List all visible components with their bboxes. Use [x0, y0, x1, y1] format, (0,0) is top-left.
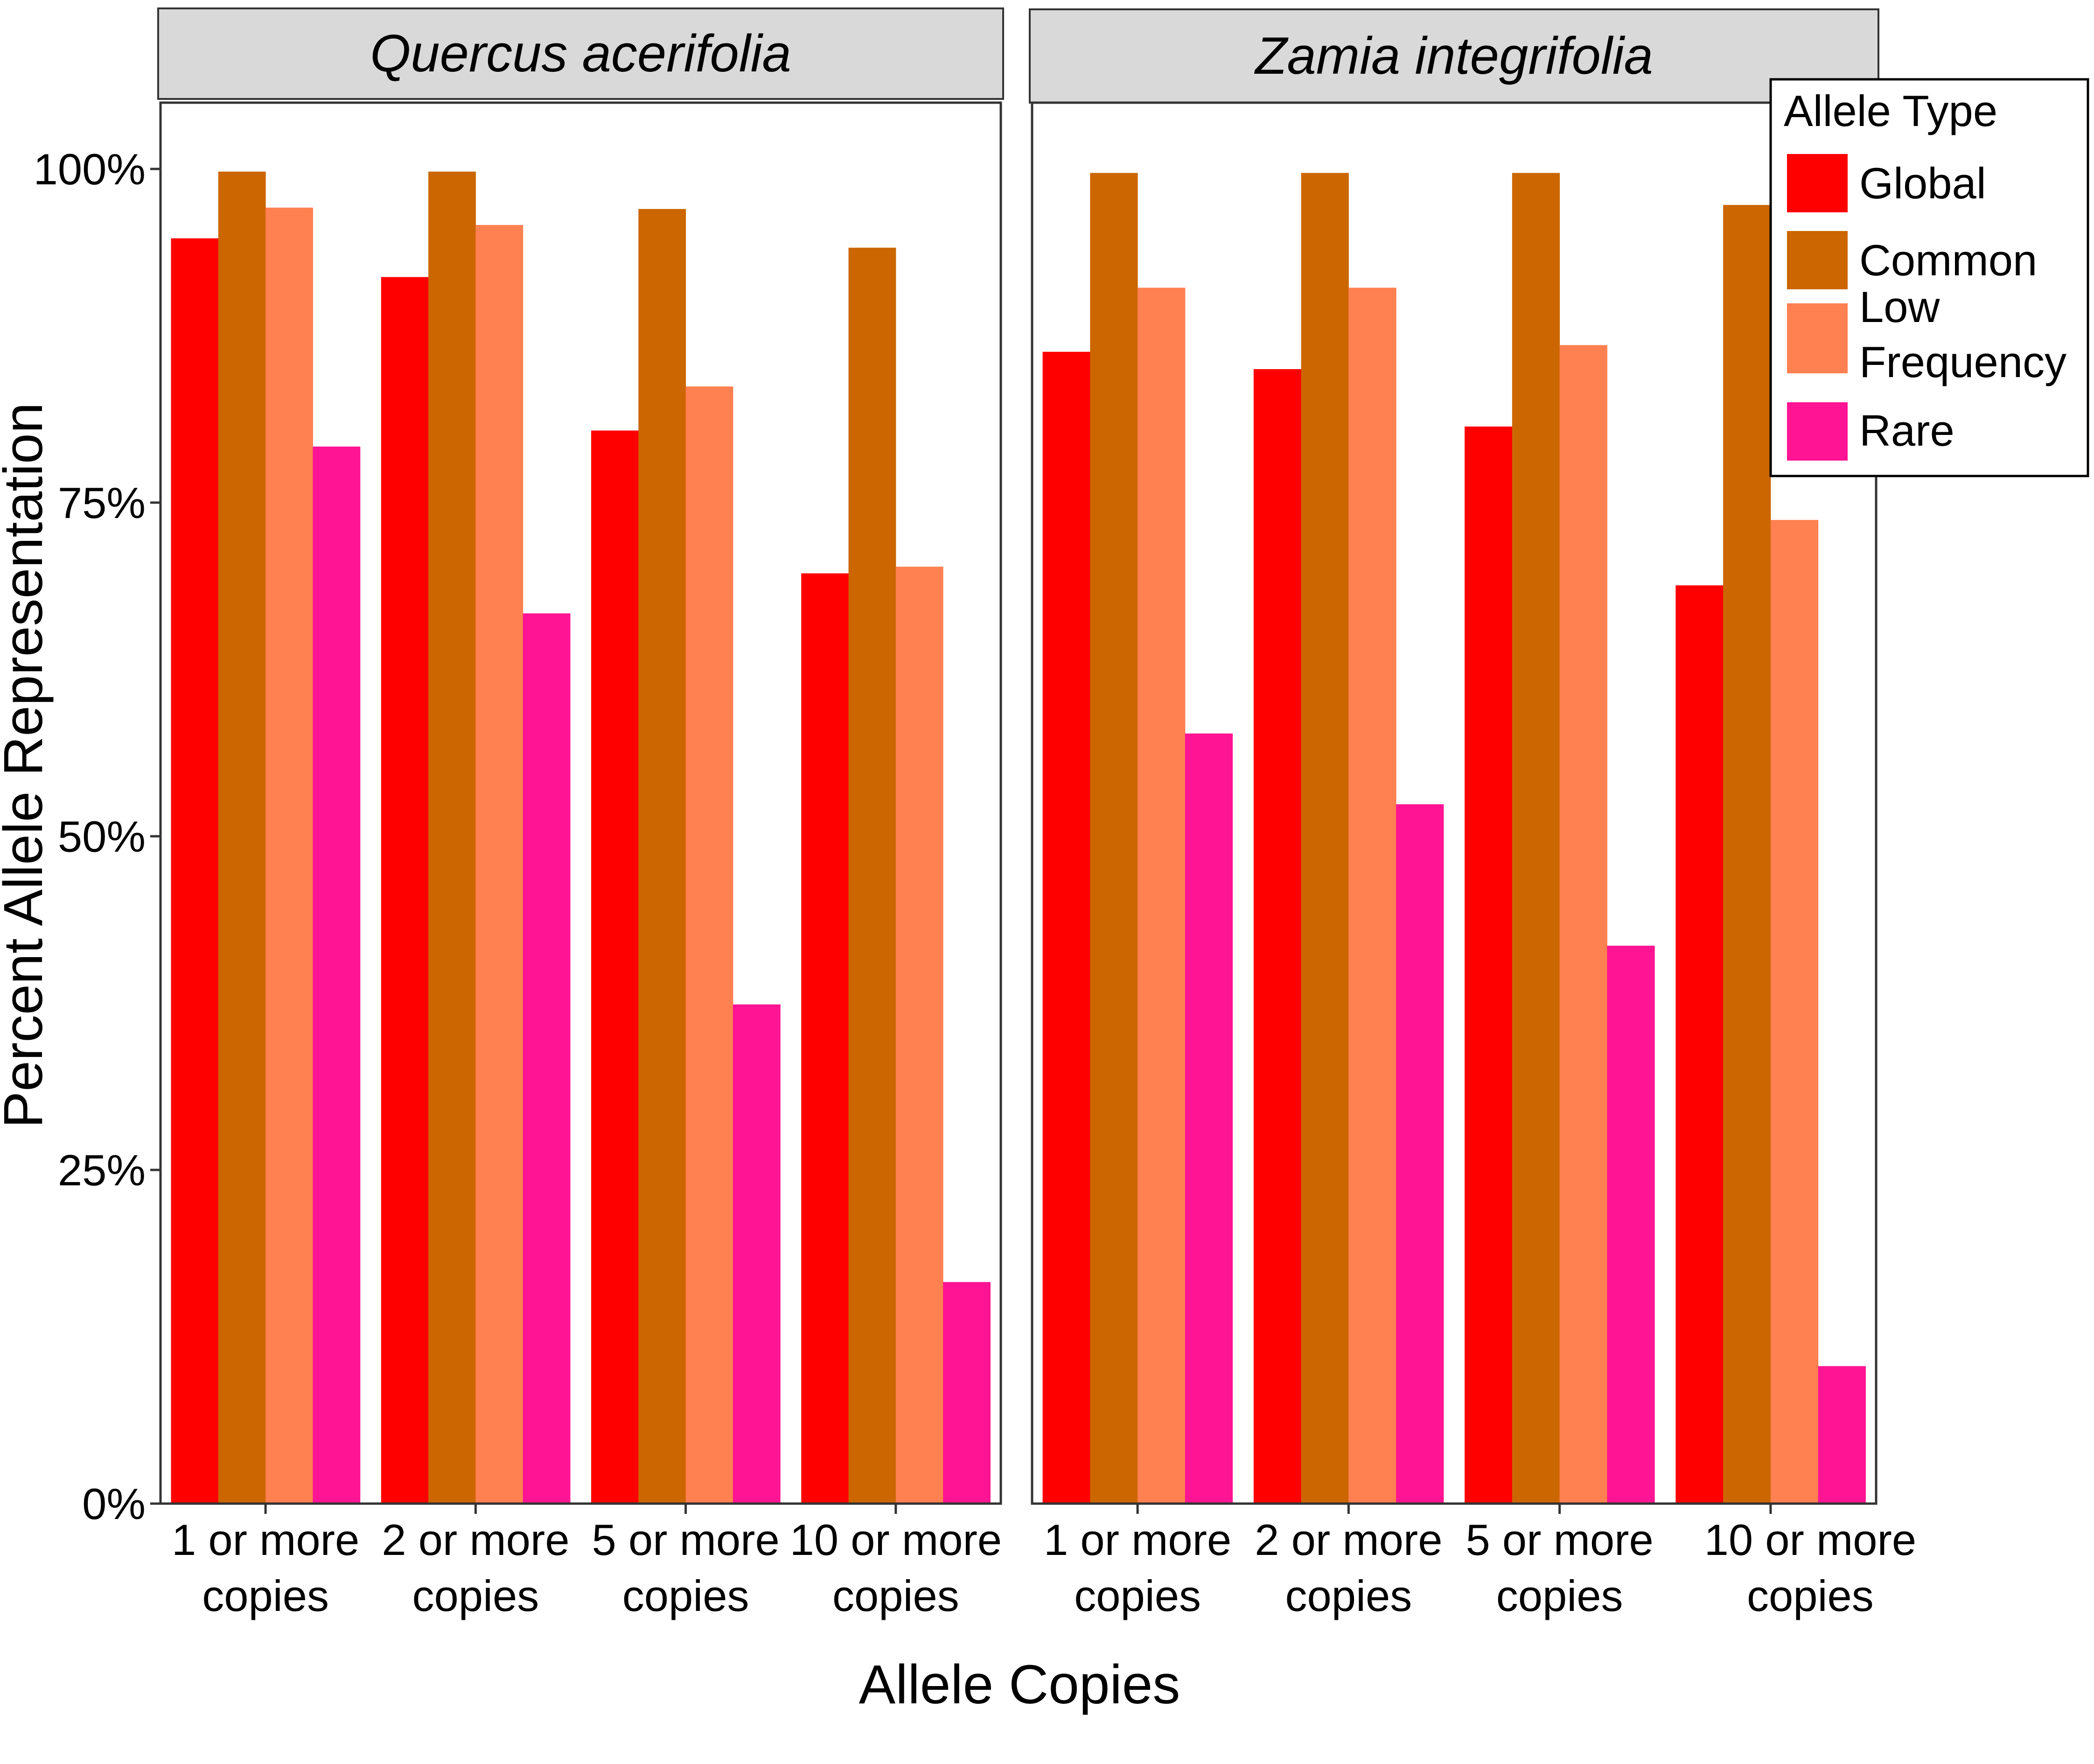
bar [171, 238, 219, 1504]
y-tick-label: 50% [58, 812, 146, 861]
bar [733, 1004, 781, 1504]
facet-title: Zamia integrifolia [1254, 27, 1653, 85]
facet-strip [1029, 8, 1879, 104]
legend-key [1787, 231, 1848, 289]
legend-label: Low Frequency [1859, 282, 2066, 386]
x-tick-label: 1 or more copies [172, 1515, 359, 1620]
bar [1042, 351, 1090, 1504]
bar [1607, 945, 1655, 1504]
bar [265, 207, 313, 1504]
bar [218, 171, 266, 1504]
legend-label: Common [1859, 236, 2037, 285]
bar [1090, 173, 1138, 1504]
y-tick-label: 100% [34, 145, 146, 194]
bar [381, 277, 429, 1504]
x-tick-label: 1 or more copies [1044, 1515, 1231, 1620]
bar [1465, 426, 1513, 1504]
legend-label: Global [1859, 159, 1986, 208]
legend-key [1787, 154, 1848, 212]
bar [1301, 173, 1349, 1504]
bar [1559, 345, 1607, 1504]
bar [1770, 520, 1819, 1504]
bar [475, 225, 524, 1504]
bar [1253, 369, 1302, 1504]
x-tick-label: 10 or more copies [790, 1515, 1002, 1620]
legend-key [1787, 303, 1848, 373]
bar [848, 247, 896, 1504]
bar [1723, 205, 1771, 1504]
x-tick-label: 2 or more copies [1255, 1515, 1442, 1620]
x-tick-label: 2 or more copies [382, 1515, 569, 1620]
legend-title: Allele Type [1784, 86, 1997, 135]
y-tick-label: 0% [82, 1479, 146, 1528]
legend-key [1787, 402, 1848, 461]
bar [1348, 287, 1396, 1504]
facet-title: Quercus acerifolia [370, 24, 791, 83]
bar [1818, 1366, 1866, 1504]
panel-border [1031, 101, 1878, 1505]
y-axis-title: Percent Allele Representation [0, 403, 54, 1128]
bar [1675, 585, 1724, 1504]
bar [638, 209, 686, 1504]
x-tick-label: 10 or more copies [1704, 1515, 1917, 1620]
bar [523, 613, 571, 1504]
bar [1512, 173, 1560, 1504]
x-tick-label: 5 or more copies [592, 1515, 779, 1620]
bar [895, 567, 943, 1504]
panel-border [159, 101, 1002, 1505]
bar [1185, 733, 1233, 1504]
x-tick-label: 5 or more copies [1466, 1515, 1653, 1620]
bar [685, 386, 733, 1504]
bar [313, 446, 361, 1504]
bar [943, 1282, 991, 1504]
bar [591, 430, 639, 1504]
bar [1396, 804, 1444, 1504]
y-tick-label: 25% [58, 1146, 146, 1195]
facet-strip [157, 7, 1004, 100]
legend-label: Rare [1859, 406, 1954, 455]
y-tick-label: 75% [58, 478, 146, 527]
bar [428, 171, 476, 1504]
x-axis-title: Allele Copies [859, 1654, 1180, 1715]
bar [1138, 287, 1186, 1504]
bar [801, 573, 849, 1504]
